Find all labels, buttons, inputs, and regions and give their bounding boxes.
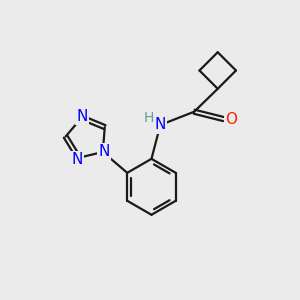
Text: N: N <box>99 145 110 160</box>
Text: N: N <box>71 152 83 167</box>
Text: N: N <box>76 109 87 124</box>
Text: N: N <box>154 118 166 133</box>
Text: O: O <box>225 112 237 127</box>
Text: H: H <box>143 112 154 125</box>
